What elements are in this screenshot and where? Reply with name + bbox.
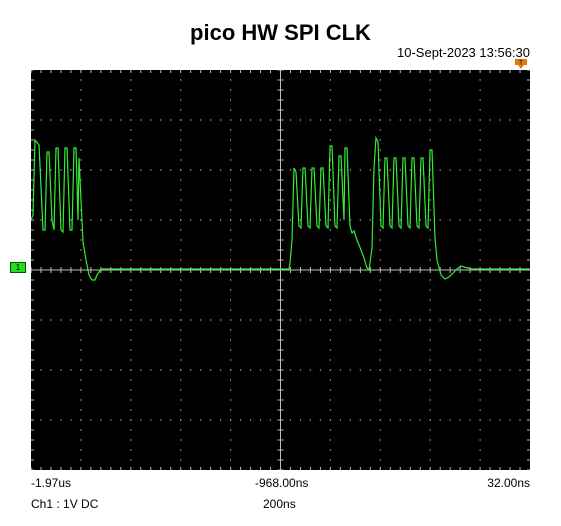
channel-1-ground-marker[interactable]: 1 [10,262,26,273]
ch1-waveform [31,135,530,281]
timebase-label: 200ns [263,497,296,511]
time-label-center: -968.00ns [255,476,309,490]
oscilloscope-screen [31,70,530,470]
time-label-right: 32.00ns [487,476,530,490]
svg-text:T: T [519,61,523,67]
channel-info: Ch1 : 1V DC [31,497,99,511]
trigger-position-icon: T [515,59,527,69]
graticule [31,70,530,470]
plot-title: pico HW SPI CLK [190,20,371,45]
time-label-left: -1.97us [31,476,72,490]
timestamp: 10-Sept-2023 13:56:30 [397,45,530,60]
